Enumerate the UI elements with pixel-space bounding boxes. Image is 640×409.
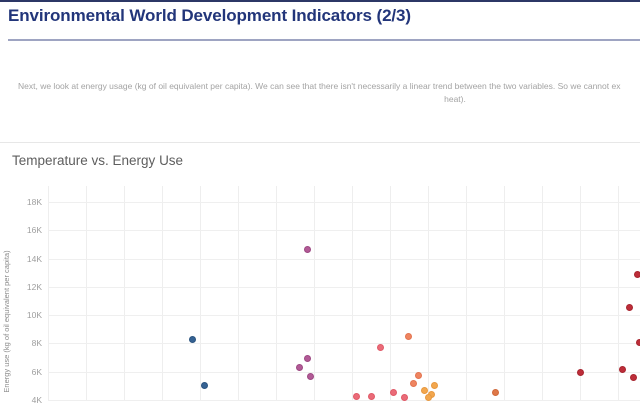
data-point-group-magenta[interactable] [304,246,311,253]
y-tick-label-10K: 10K [0,310,42,320]
scatter-plot-area [48,186,640,400]
data-point-group-magenta[interactable] [307,373,314,380]
data-point-group-coral[interactable] [405,333,412,340]
chart-title: Temperature vs. Energy Use [12,153,183,168]
data-point-group-amber[interactable] [431,382,438,389]
vertical-gridline [352,186,353,400]
y-tick-label-18K: 18K [0,197,42,207]
vertical-gridline [48,186,49,400]
y-tick-label-12K: 12K [0,282,42,292]
horizontal-gridline [48,400,640,401]
window-top-edge [0,0,640,2]
title-divider-rule [8,39,640,41]
vertical-gridline [390,186,391,400]
data-point-group-deep-orange[interactable] [492,389,499,396]
horizontal-gridline [48,343,640,344]
data-point-group-blue[interactable] [189,336,196,343]
y-tick-label-6K: 6K [0,367,42,377]
vertical-gridline [428,186,429,400]
y-tick-label-8K: 8K [0,338,42,348]
data-point-group-pink[interactable] [353,393,360,400]
horizontal-gridline [48,202,640,203]
data-point-group-pink[interactable] [368,393,375,400]
data-point-group-blue[interactable] [201,382,208,389]
vertical-gridline [200,186,201,400]
intro-text-line2: heat). [444,94,466,104]
vertical-gridline [238,186,239,400]
horizontal-gridline [48,287,640,288]
data-point-group-coral[interactable] [415,372,422,379]
horizontal-gridline [48,315,640,316]
page-title: Environmental World Development Indicato… [8,6,411,26]
data-point-group-pink[interactable] [390,389,397,396]
data-point-group-magenta[interactable] [296,364,303,371]
horizontal-gridline [48,259,640,260]
vertical-gridline [504,186,505,400]
data-point-group-pink[interactable] [377,344,384,351]
data-point-group-dark-red[interactable] [636,339,640,346]
data-point-group-dark-red[interactable] [634,271,640,278]
y-tick-label-4K: 4K [0,395,42,405]
y-tick-label-14K: 14K [0,254,42,264]
vertical-gridline [86,186,87,400]
vertical-gridline [580,186,581,400]
data-point-group-amber[interactable] [421,387,428,394]
vertical-gridline [314,186,315,400]
data-point-group-dark-red[interactable] [577,369,584,376]
data-point-group-magenta[interactable] [304,355,311,362]
intro-text-line1: Next, we look at energy usage (kg of oil… [18,81,620,91]
y-tick-label-16K: 16K [0,225,42,235]
vertical-gridline [124,186,125,400]
data-point-group-dark-red[interactable] [626,304,633,311]
vertical-gridline [466,186,467,400]
section-divider [0,142,640,143]
horizontal-gridline [48,372,640,373]
horizontal-gridline [48,230,640,231]
data-point-group-coral[interactable] [410,380,417,387]
vertical-gridline [542,186,543,400]
data-point-group-dark-red[interactable] [619,366,626,373]
data-point-group-dark-red[interactable] [630,374,637,381]
vertical-gridline [162,186,163,400]
vertical-gridline [276,186,277,400]
